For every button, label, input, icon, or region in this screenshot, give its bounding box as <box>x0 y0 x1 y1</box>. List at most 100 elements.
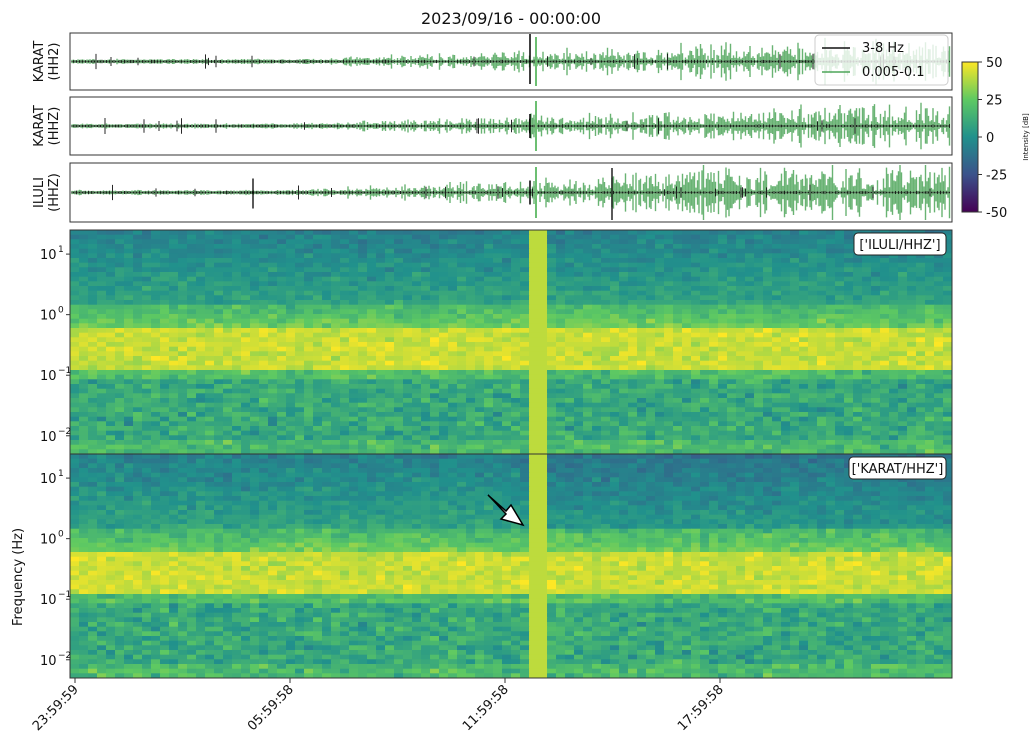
spectrogram-cell <box>97 361 107 366</box>
spectrogram-cell <box>736 253 746 258</box>
spectrogram-cell <box>925 267 935 272</box>
spectrogram-cell <box>340 459 350 464</box>
spectrogram-cell <box>79 267 89 272</box>
spectrogram-cell <box>853 323 863 328</box>
spectrogram-cell <box>790 337 800 342</box>
spectrogram-cell <box>628 267 638 272</box>
spectrogram-cell <box>853 365 863 370</box>
spectrogram-cell <box>502 253 512 258</box>
spectrogram-cell <box>763 459 773 464</box>
spectrogram-cell <box>601 356 611 361</box>
spectrogram-cell <box>340 249 350 254</box>
spectrogram-cell <box>835 249 845 254</box>
spectrogram-cell <box>106 454 116 459</box>
spectrogram-cell <box>511 426 521 431</box>
spectrogram-cell <box>178 319 188 324</box>
spectrogram-cell <box>745 239 755 244</box>
spectrogram-cell <box>403 281 413 286</box>
spectrogram-cell <box>574 454 584 459</box>
spectrogram-cell <box>475 249 485 254</box>
spectrogram-cell <box>808 459 818 464</box>
spectrogram-cell <box>610 412 620 417</box>
spectrogram-cell <box>205 277 215 282</box>
spectrogram-cell <box>709 291 719 296</box>
spectrogram-cell <box>772 235 782 240</box>
spectrogram-cell <box>475 379 485 384</box>
spectrogram-cell <box>466 337 476 342</box>
spectrogram-cell <box>718 342 728 347</box>
spectrogram-cell <box>925 365 935 370</box>
spectrogram-cell <box>394 230 404 235</box>
spectrogram-cell <box>277 426 287 431</box>
spectrogram-cell <box>358 370 368 375</box>
spectrogram-cell <box>421 407 431 412</box>
spectrogram-cell <box>367 258 377 263</box>
spectrogram-cell <box>610 403 620 408</box>
spectrogram-cell <box>169 305 179 310</box>
spectrogram-cell <box>943 426 953 431</box>
spectrogram-cell <box>709 445 719 450</box>
spectrogram-cell <box>601 323 611 328</box>
spectrogram-cell <box>835 230 845 235</box>
spectrogram-cell <box>538 421 548 426</box>
spectrogram-cell <box>142 379 152 384</box>
spectrogram-cell <box>610 235 620 240</box>
spectrogram-cell <box>547 230 557 235</box>
spectrogram-cell <box>259 328 269 333</box>
spectrogram-cell <box>376 421 386 426</box>
spectrogram-cell <box>223 370 233 375</box>
spectrogram-cell <box>862 407 872 412</box>
figure: 2023/09/16 - 00:00:00 KARAT(HH2)KARAT(HH… <box>0 0 1035 746</box>
spectrogram-cell <box>511 347 521 352</box>
spectrogram-cell <box>421 426 431 431</box>
spectrogram-cell <box>502 314 512 319</box>
spectrogram-cell <box>268 417 278 422</box>
spectrogram-cell <box>583 435 593 440</box>
spectrogram-cell <box>70 431 80 436</box>
spectrogram-cell <box>727 426 737 431</box>
spectrogram-cell <box>727 309 737 314</box>
spectrogram-cell <box>106 412 116 417</box>
spectrogram-cell <box>871 281 881 286</box>
spectrogram-cell <box>214 375 224 380</box>
spectrogram-cell <box>646 272 656 277</box>
spectrogram-cell <box>772 263 782 268</box>
spectrogram-cell <box>376 393 386 398</box>
spectrogram-cell <box>673 333 683 338</box>
spectrogram-cell <box>529 421 539 426</box>
spectrogram-cell <box>340 333 350 338</box>
spectrogram-cell <box>655 267 665 272</box>
spectrogram-cell <box>664 267 674 272</box>
spectrogram-cell <box>673 309 683 314</box>
spectrogram-cell <box>448 277 458 282</box>
spectrogram-cell <box>862 389 872 394</box>
spectrogram-cell <box>799 398 809 403</box>
spectrogram-cell <box>592 309 602 314</box>
spectrogram-cell <box>763 281 773 286</box>
spectrogram-cell <box>475 389 485 394</box>
spectrogram-cell <box>466 440 476 445</box>
spectrogram-cell <box>502 230 512 235</box>
spectrogram-cell <box>259 403 269 408</box>
spectrogram-cell <box>619 412 629 417</box>
spectrogram-cell <box>223 417 233 422</box>
spectrogram-cell <box>223 253 233 258</box>
spectrogram-cell <box>367 389 377 394</box>
spectrogram-cell <box>367 286 377 291</box>
spectrogram-cell <box>547 435 557 440</box>
spectrogram-cell <box>466 333 476 338</box>
spectrogram-cell <box>673 253 683 258</box>
spectrogram-cell <box>286 239 296 244</box>
spectrogram-cell <box>493 356 503 361</box>
spectrogram-cell <box>484 365 494 370</box>
spectrogram-cell <box>286 403 296 408</box>
spectrogram-cell <box>898 291 908 296</box>
spectrogram-cell <box>808 272 818 277</box>
spectrogram-cell <box>97 263 107 268</box>
spectrogram-cell <box>349 244 359 249</box>
spectrogram-cell <box>637 384 647 389</box>
spectrogram-cell <box>196 389 206 394</box>
spectrogram-cell <box>124 417 134 422</box>
spectrogram-cell <box>565 333 575 338</box>
spectrogram-cell <box>97 267 107 272</box>
